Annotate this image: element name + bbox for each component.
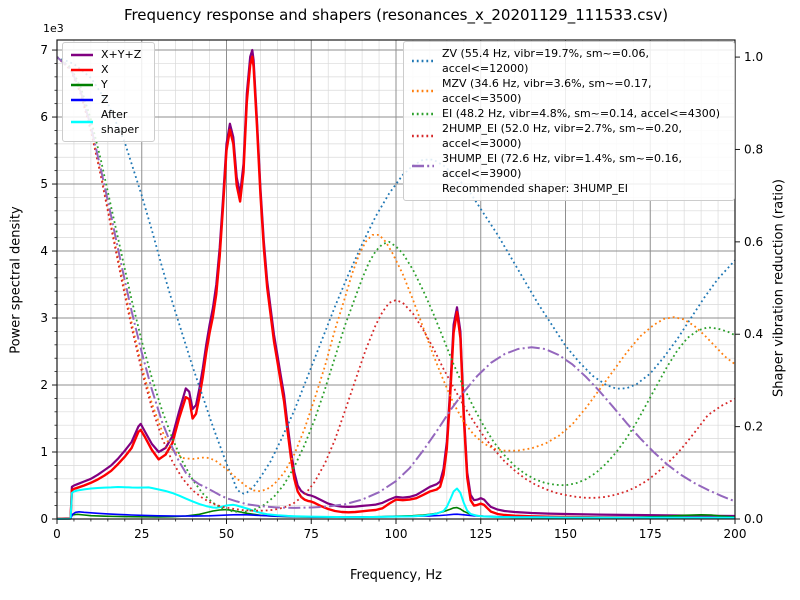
x-axis-label: Frequency, Hz xyxy=(349,568,443,583)
y-left-tick-label: 5 xyxy=(40,177,48,191)
legend-main: X+Y+Z X Y Z After shaper xyxy=(62,42,155,142)
x-tick-label: 75 xyxy=(304,527,319,541)
legend-shapers: ZV (55.4 Hz, vibr=19.7%, sm~=0.06, accel… xyxy=(403,41,735,201)
legend-item-label: 3HUMP_EI (72.6 Hz, vibr=1.4%, sm~=0.16, … xyxy=(442,152,683,180)
y-left-tick-label: 7 xyxy=(40,43,48,57)
series-line-mzv xyxy=(56,56,736,493)
y-right-tick-label: 0.4 xyxy=(744,327,763,341)
chart-title: Frequency response and shapers (resonanc… xyxy=(123,6,669,24)
y-left-tick-label: 2 xyxy=(40,378,48,392)
series-line-zv xyxy=(56,56,736,495)
y-right-tick-label: 0.6 xyxy=(744,235,763,249)
x-tick-label: 100 xyxy=(385,527,408,541)
legend-item: X+Y+Z xyxy=(70,47,147,62)
x-tick-label: 25 xyxy=(134,527,149,541)
legend-item: X xyxy=(70,62,147,77)
y-left-tick-label: 3 xyxy=(40,311,48,325)
series-line-3hump-ei xyxy=(56,56,736,509)
legend-swatch-zv xyxy=(412,59,434,63)
y-right-tick-label: 1.0 xyxy=(744,50,763,64)
legend-item-label: ZV (55.4 Hz, vibr=19.7%, sm~=0.06, accel… xyxy=(442,47,649,75)
legend-item-label: MZV (34.6 Hz, vibr=3.6%, sm~=0.17, accel… xyxy=(442,77,652,105)
legend-item: MZV (34.6 Hz, vibr=3.6%, sm~=0.17, accel… xyxy=(411,76,727,106)
y-left-tick-label: 0 xyxy=(40,512,48,526)
y-axis-left-label: Power spectral density xyxy=(8,206,24,354)
x-tick-label: 125 xyxy=(469,527,492,541)
y-left-tick-label: 1 xyxy=(40,445,48,459)
legend-item-label: EI (48.2 Hz, vibr=4.8%, sm~=0.14, accel<… xyxy=(442,107,720,120)
x-tick-label: 150 xyxy=(554,527,577,541)
y-right-tick-label: 0.8 xyxy=(744,142,763,156)
legend-swatch-ei xyxy=(412,112,434,115)
legend-swatch-z xyxy=(71,98,93,101)
legend-item-label: X xyxy=(101,63,109,76)
legend-swatch-3hump_ei xyxy=(412,164,434,168)
x-tick-label: 50 xyxy=(219,527,234,541)
y-left-tick-label: 4 xyxy=(40,244,48,258)
legend-swatch-after xyxy=(71,120,93,124)
y-axis-offset-label: 1e3 xyxy=(43,22,64,35)
legend-swatch-x xyxy=(71,68,93,71)
legend-item: 3HUMP_EI (72.6 Hz, vibr=1.4%, sm~=0.16, … xyxy=(411,151,727,181)
x-tick-label: 200 xyxy=(724,527,747,541)
series-line-2hump-ei xyxy=(56,56,736,512)
legend-item-label: 2HUMP_EI (52.0 Hz, vibr=2.7%, sm~=0.20, … xyxy=(442,122,683,150)
legend-item-label: After shaper xyxy=(101,108,139,136)
legend-swatch-x+y+z xyxy=(71,53,93,56)
legend-item: 2HUMP_EI (52.0 Hz, vibr=2.7%, sm~=0.20, … xyxy=(411,121,727,151)
x-tick-label: 175 xyxy=(639,527,662,541)
legend-item-label: X+Y+Z xyxy=(101,48,142,61)
legend-item: After shaper xyxy=(70,107,147,137)
y-axis-right-label: Shaper vibration reduction (ratio) xyxy=(771,179,787,397)
legend-item: Y xyxy=(70,77,147,92)
y-right-tick-label: 0.0 xyxy=(744,512,763,526)
series-line-after-shaper xyxy=(56,486,736,520)
legend-item: EI (48.2 Hz, vibr=4.8%, sm~=0.14, accel<… xyxy=(411,106,727,121)
series-line-x xyxy=(56,55,736,520)
legend-item: ZV (55.4 Hz, vibr=19.7%, sm~=0.06, accel… xyxy=(411,46,727,76)
legend-item-label: Y xyxy=(101,78,108,91)
y-left-tick-label: 6 xyxy=(40,110,48,124)
legend-swatch-2hump_ei xyxy=(412,134,434,138)
x-tick-label: 0 xyxy=(53,527,61,541)
y-right-tick-label: 0.2 xyxy=(744,420,763,434)
legend-swatch-mzv xyxy=(412,89,434,93)
legend-swatch-y xyxy=(71,83,93,86)
recommended-shaper-note: Recommended shaper: 3HUMP_EI xyxy=(442,182,628,195)
legend-item: Z xyxy=(70,92,147,107)
legend-item-label: Z xyxy=(101,93,109,106)
